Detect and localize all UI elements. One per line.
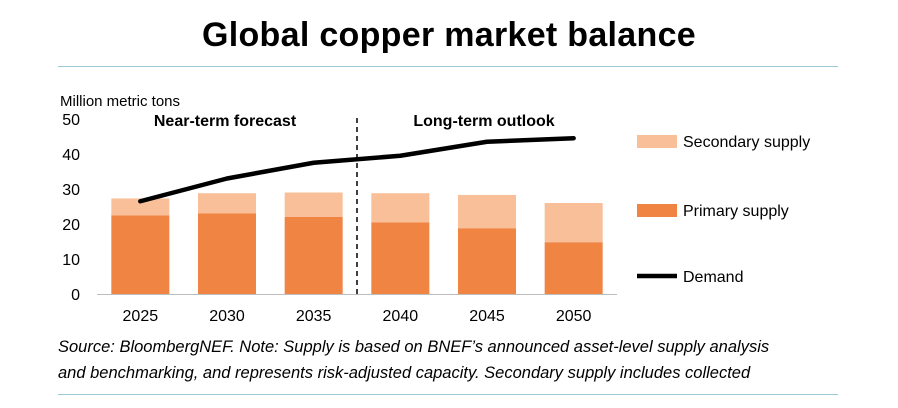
bar-secondary-supply: [111, 198, 170, 216]
source-line: and benchmarking, and represents risk-ad…: [58, 364, 751, 382]
bar-primary-supply: [111, 215, 170, 294]
bar-primary-supply: [198, 213, 256, 294]
y-axis-label: Million metric tons: [60, 93, 180, 110]
y-tick-label: 10: [62, 252, 80, 269]
x-tick-label: 2030: [209, 308, 245, 325]
bar-secondary-supply: [544, 203, 603, 243]
legend-label-primary: Primary supply: [683, 203, 789, 220]
bar-secondary-supply: [198, 193, 256, 214]
x-tick-label: 2040: [383, 308, 419, 325]
x-tick-label: 2045: [469, 308, 505, 325]
chart-title: Global copper market balance: [201, 16, 696, 54]
legend-swatch-secondary: [637, 135, 677, 148]
demand-line: [138, 136, 576, 204]
bar-primary-supply: [284, 217, 343, 294]
bar-secondary-supply: [371, 193, 430, 223]
x-tick-label: 2025: [123, 308, 159, 325]
bar-primary-supply: [371, 222, 430, 294]
top-divider: [58, 66, 838, 67]
source-note: Source: BloombergNEF. Note: Supply is ba…: [58, 334, 858, 386]
y-tick-label: 40: [62, 147, 80, 164]
bar-primary-supply: [458, 228, 516, 294]
annotation-long-term: Long-term outlook: [413, 113, 554, 130]
bar-primary-supply: [544, 242, 603, 294]
bottom-divider: [58, 394, 838, 395]
bar-secondary-supply: [284, 192, 343, 217]
y-tick-label: 0: [71, 287, 80, 304]
x-tick-label: 2050: [556, 308, 592, 325]
x-tick-label: 2035: [296, 308, 332, 325]
y-tick-label: 30: [62, 182, 80, 199]
legend-swatch-primary: [637, 204, 677, 217]
annotation-near-term: Near-term forecast: [154, 113, 297, 130]
legend-label-secondary: Secondary supply: [683, 134, 810, 151]
y-tick-label: 20: [62, 217, 80, 234]
y-tick-label: 50: [62, 112, 80, 129]
source-line: Source: BloombergNEF. Note: Supply is ba…: [58, 338, 770, 356]
legend-label-demand: Demand: [683, 269, 743, 286]
bar-secondary-supply: [458, 194, 516, 229]
